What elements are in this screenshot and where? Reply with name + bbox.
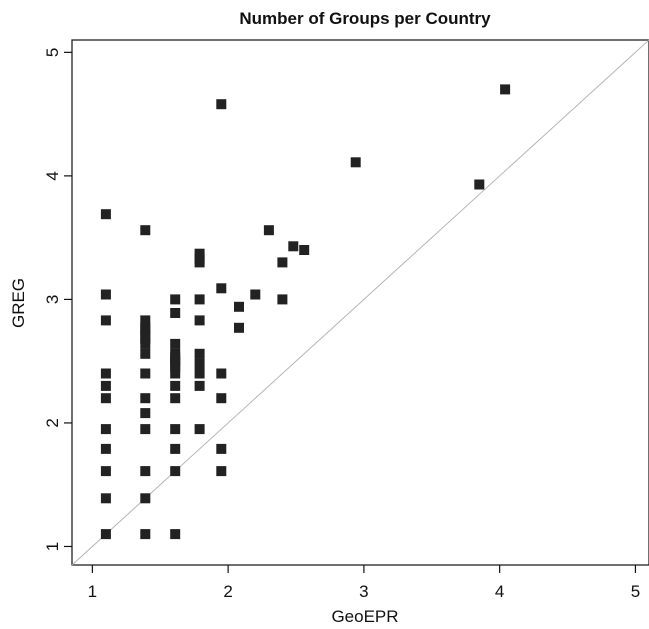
data-point bbox=[140, 368, 151, 379]
data-point bbox=[140, 325, 151, 336]
y-axis-label: GREG bbox=[9, 278, 28, 328]
data-point bbox=[194, 348, 205, 359]
data-point bbox=[170, 362, 181, 373]
data-points bbox=[100, 84, 511, 540]
data-point bbox=[194, 424, 205, 435]
data-point bbox=[350, 157, 361, 168]
data-point bbox=[100, 315, 111, 326]
y-tick-label: 2 bbox=[43, 418, 62, 427]
data-point bbox=[194, 253, 205, 264]
data-point bbox=[140, 393, 151, 404]
data-point bbox=[170, 466, 181, 477]
data-point bbox=[216, 99, 227, 110]
data-point bbox=[100, 380, 111, 391]
data-point bbox=[234, 322, 244, 333]
data-point bbox=[194, 315, 205, 326]
data-point bbox=[170, 368, 181, 379]
x-tick-label: 5 bbox=[631, 582, 640, 601]
data-point bbox=[100, 529, 111, 540]
data-point bbox=[100, 368, 111, 379]
data-point bbox=[140, 493, 151, 504]
data-point bbox=[194, 368, 205, 379]
x-axis-label: GeoEPR bbox=[331, 607, 398, 626]
x-tick-label: 1 bbox=[88, 582, 97, 601]
x-tick-label: 4 bbox=[495, 582, 504, 601]
data-point bbox=[234, 301, 244, 312]
data-point bbox=[170, 308, 181, 318]
data-point bbox=[216, 466, 227, 477]
x-tick-label: 2 bbox=[223, 582, 232, 601]
data-point bbox=[170, 352, 181, 363]
data-point bbox=[170, 443, 181, 454]
data-point bbox=[100, 209, 111, 220]
data-point bbox=[140, 466, 151, 477]
x-axis: 1 2 3 4 5 bbox=[88, 565, 640, 601]
data-point bbox=[250, 289, 261, 300]
data-point bbox=[100, 443, 111, 454]
data-point bbox=[194, 380, 205, 391]
y-tick-label: 1 bbox=[43, 542, 62, 551]
data-point bbox=[140, 315, 151, 326]
data-point bbox=[100, 466, 111, 477]
x-tick-label: 3 bbox=[359, 582, 368, 601]
chart-title: Number of Groups per Country bbox=[239, 9, 491, 28]
data-point bbox=[170, 393, 181, 404]
plot-frame bbox=[71, 39, 649, 566]
data-point bbox=[140, 333, 151, 344]
y-tick-label: 4 bbox=[43, 171, 62, 180]
data-point bbox=[299, 245, 310, 255]
data-point bbox=[216, 393, 227, 404]
data-point bbox=[170, 424, 181, 435]
data-point bbox=[216, 368, 227, 379]
data-point bbox=[170, 529, 181, 540]
data-point bbox=[100, 424, 111, 435]
data-point bbox=[140, 408, 151, 419]
data-point bbox=[194, 358, 205, 369]
data-point bbox=[170, 338, 181, 349]
data-point bbox=[140, 424, 151, 435]
data-point bbox=[140, 348, 151, 359]
data-point bbox=[194, 294, 205, 305]
data-point bbox=[288, 241, 299, 252]
data-point bbox=[100, 393, 111, 404]
data-point bbox=[140, 529, 151, 540]
data-point bbox=[277, 294, 288, 305]
reference-line bbox=[71, 39, 649, 566]
data-point bbox=[100, 289, 111, 300]
y-tick-label: 5 bbox=[43, 48, 62, 57]
data-point bbox=[277, 257, 288, 268]
y-tick-label: 3 bbox=[43, 295, 62, 304]
data-point bbox=[216, 443, 227, 454]
data-point bbox=[140, 225, 151, 236]
data-point bbox=[263, 225, 274, 236]
data-point bbox=[474, 179, 485, 190]
data-point bbox=[100, 493, 111, 504]
y-axis: 1 2 3 4 5 bbox=[43, 48, 72, 551]
data-point bbox=[216, 283, 227, 294]
data-point bbox=[170, 380, 181, 391]
data-point bbox=[500, 84, 511, 95]
data-point bbox=[170, 294, 181, 305]
